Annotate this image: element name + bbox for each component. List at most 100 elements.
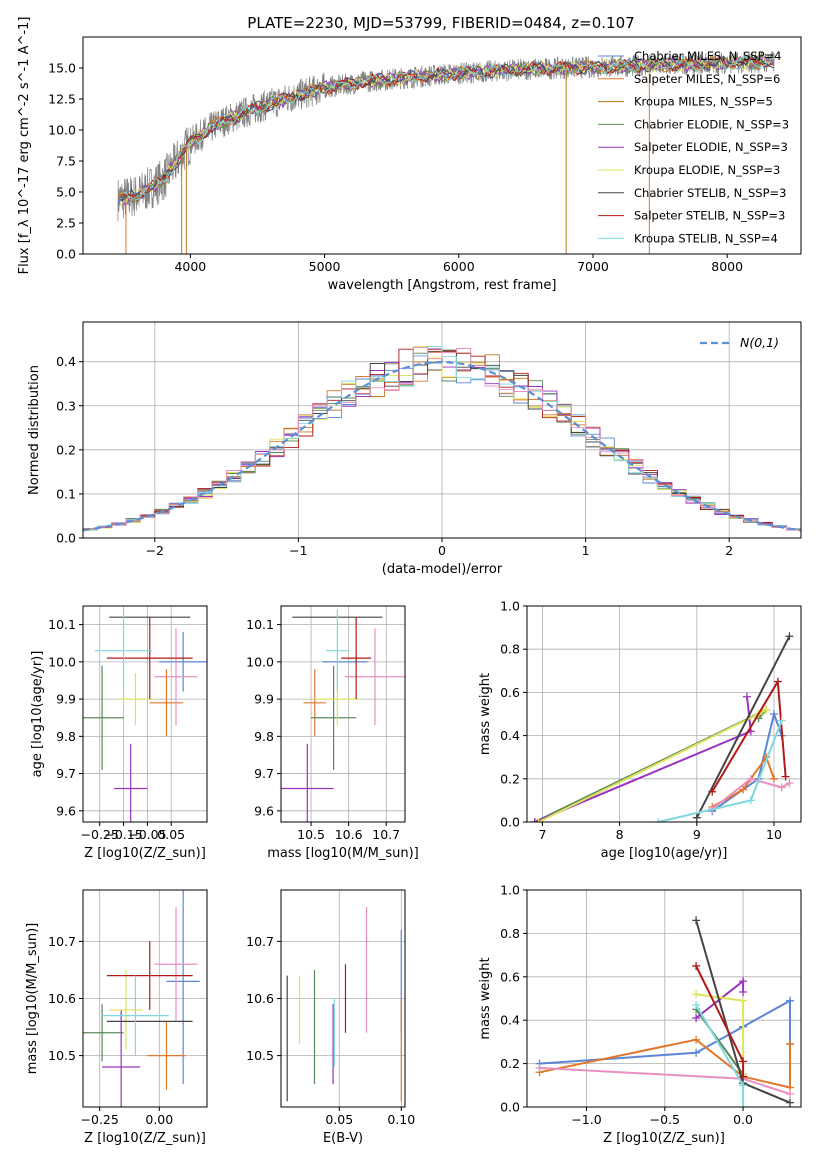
y-tick-label: 10.0 <box>48 123 76 138</box>
figure-title: PLATE=2230, MJD=53799, FIBERID=0484, z=0… <box>247 14 634 32</box>
y-axis-label: mass weight <box>478 957 493 1039</box>
weight-marker <box>739 1072 748 1081</box>
y-tick-label: 0.0 <box>56 247 76 262</box>
weight-marker <box>692 1014 701 1023</box>
y-tick-label: 10.7 <box>246 934 274 949</box>
axes-frame <box>526 605 802 823</box>
y-tick-label: 0.4 <box>500 728 520 743</box>
age_vs_mass-plot-area <box>281 609 405 822</box>
x-axis-label: Z [log10(Z/Z_sun)] <box>84 846 206 861</box>
weight-marker <box>746 774 755 783</box>
y-tick-label: 2.5 <box>56 216 76 231</box>
weight-marker <box>777 716 786 725</box>
y-tick-label: 0.4 <box>56 354 76 369</box>
y-tick-label: 15.0 <box>48 61 76 76</box>
residual-histogram <box>83 346 801 531</box>
weight-series-line <box>695 1008 744 1076</box>
weight-marker <box>769 774 778 783</box>
axes-frame <box>82 605 208 823</box>
weight-marker <box>785 779 794 788</box>
y-axis-label: mass weight <box>478 673 493 755</box>
weight-marker <box>708 787 717 796</box>
weight-series-line <box>695 993 745 1075</box>
y-tick-label: 0.2 <box>56 442 76 457</box>
legend-label: Salpeter MILES, N_SSP=6 <box>634 72 780 86</box>
y-tick-label: 1.0 <box>500 599 520 614</box>
weight-marker <box>692 1048 701 1057</box>
y-tick-label: 10.6 <box>48 991 76 1006</box>
x-tick-label: 0.05 <box>157 827 185 842</box>
y-tick-label: 9.7 <box>56 766 76 781</box>
weights_vs_age-plot-area <box>530 632 794 822</box>
weight-marker <box>739 1081 748 1090</box>
y-tick-label: 12.5 <box>48 92 76 107</box>
x-tick-label: −0.15 <box>104 827 142 842</box>
axes-frame <box>280 605 406 823</box>
x-tick-label: 9 <box>693 827 701 842</box>
y-tick-label: 0.3 <box>56 398 76 413</box>
spectrum-panel: 4000 5000 6000 7000 8000 0.0 2.5 5.0 7.5 10.0 12.5… <box>17 17 802 293</box>
y-tick-label: 0.0 <box>56 531 76 546</box>
mass_vs_ebv-panel: 0.05 0.10 10.5 10.6 10.7 E(B-V) <box>246 889 415 1146</box>
weight-series-line <box>695 635 791 819</box>
weight-marker <box>769 710 778 718</box>
weight-marker <box>692 990 701 999</box>
legend-label: Salpeter STELIB, N_SSP=3 <box>634 209 785 223</box>
observed-spectrum-line <box>117 51 775 222</box>
weight-marker <box>739 987 748 996</box>
legend-label: Salpeter ELODIE, N_SSP=3 <box>634 140 788 154</box>
y-tick-label: 9.7 <box>254 766 274 781</box>
axes-frame <box>82 36 802 255</box>
mass_vs_Z-plot-area <box>83 890 200 1107</box>
y-tick-label: 0.4 <box>500 1013 520 1028</box>
model-spectrum-line <box>119 53 775 206</box>
y-tick-label: 0.2 <box>500 771 520 786</box>
weight-marker <box>654 818 663 822</box>
age_vs_mass-panel: 10.5 10.6 10.7 9.6 9.7 9.8 9.9 10.0 10.1 mass [lo… <box>246 605 419 861</box>
x-tick-label: 4000 <box>174 259 206 274</box>
y-tick-label: 7.5 <box>56 154 76 169</box>
x-tick-label: 0.05 <box>325 1112 353 1127</box>
y-tick-label: 0.1 <box>56 486 76 501</box>
x-tick-label: −0.25 <box>81 827 119 842</box>
weight-marker <box>773 677 782 686</box>
y-tick-label: 1.0 <box>500 883 520 898</box>
y-tick-label: 0.8 <box>500 926 520 941</box>
x-axis-label: Z [log10(Z/Z_sun)] <box>84 1131 206 1146</box>
y-tick-label: 10.0 <box>246 654 274 669</box>
y-tick-label: 9.9 <box>56 692 76 707</box>
x-axis-label: (data-model)/error <box>382 562 503 577</box>
y-tick-label: 9.6 <box>56 803 76 818</box>
y-tick-label: 0.0 <box>500 1100 520 1115</box>
x-axis-label: wavelength [Angstrom, rest frame] <box>328 278 557 293</box>
mass_vs_Z-panel: −0.25 0.00 10.5 10.6 10.7 Z [log10(Z/Z_sun)] m… <box>25 889 208 1146</box>
weights_vs_Z-panel: −1.0 −0.5 0.0 0.0 0.2 0.4 0.6 0.8 1.0 Z [log10(Z/… <box>478 883 802 1146</box>
weights_vs_Z-plot-area <box>535 916 795 1107</box>
y-tick-label: 10.6 <box>246 991 274 1006</box>
x-tick-label: −0.05 <box>128 827 166 842</box>
y-tick-label: 0.2 <box>500 1056 520 1071</box>
x-tick-label: −1.0 <box>571 1112 601 1127</box>
weight-marker <box>692 961 701 970</box>
y-tick-label: 5.0 <box>56 185 76 200</box>
weight-marker <box>739 1057 748 1066</box>
x-tick-label: 0.10 <box>387 1112 415 1127</box>
legend-label: Kroupa MILES, N_SSP=5 <box>634 95 773 109</box>
weight-marker <box>742 692 751 701</box>
weight-series-line <box>711 755 775 808</box>
y-tick-label: 10.0 <box>48 654 76 669</box>
y-tick-label: 9.6 <box>254 803 274 818</box>
weight-marker <box>739 1103 748 1107</box>
x-axis-label: mass [log10(M/M_sun)] <box>267 846 419 861</box>
x-axis-label: age [log10(age/yr)] <box>601 846 728 861</box>
gaussian-curve <box>83 360 801 532</box>
y-tick-label: 9.8 <box>56 729 76 744</box>
x-tick-label: 7 <box>538 827 546 842</box>
weight-marker <box>781 772 790 781</box>
panels-group: 4000 5000 6000 7000 80000.02.55.07.510.012.5… <box>17 17 802 1146</box>
legend-label: Chabrier STELIB, N_SSP=3 <box>634 186 786 200</box>
weight-marker <box>746 796 755 805</box>
weight-series-line <box>711 777 790 810</box>
weight-marker <box>692 1001 701 1010</box>
